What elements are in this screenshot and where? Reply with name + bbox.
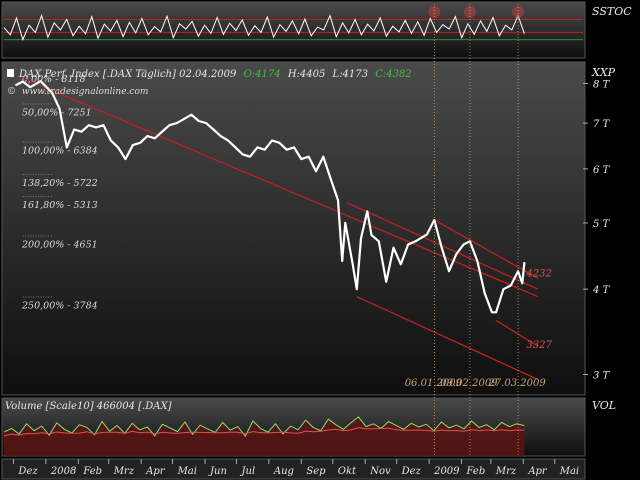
chart-title: DAX Perf. Index [.DAX Täglich] 02.04.200…	[18, 69, 237, 80]
ohlc-open: O:4174	[244, 69, 281, 80]
ohlc-close: C:4382	[375, 69, 411, 80]
fib-level-label: 161,80% - 5313	[22, 200, 98, 211]
svg-text:© www.tradesignalonlin: © www.tradesignalonline.com	[7, 87, 148, 97]
fib-dots: ............	[22, 98, 53, 107]
volume-axis-label: VOL	[592, 399, 616, 412]
x-tick-label: Mai	[177, 466, 197, 477]
fib-level-label: 100,00% - 6384	[22, 145, 98, 156]
price-series-line	[15, 80, 526, 314]
time-axis: Dez 2008 Feb Mrz Apr Mai Jun Jul Aug Sep Okt Nov Dez…	[1, 458, 586, 480]
y-tick-label: 4 T	[592, 285, 611, 296]
trend-line	[356, 296, 539, 381]
x-tick-label: Sep	[306, 466, 326, 477]
ohlc-low: L:4173	[332, 69, 368, 80]
sstoc-panel: SSTOC	[1, 1, 632, 59]
fib-level-label: 50,00% - 7251	[22, 108, 92, 119]
sstoc-axis-label: SSTOC	[592, 5, 632, 18]
volume-area	[4, 416, 525, 456]
date-marker-label: 27.03.2009	[487, 378, 546, 389]
price-axis-label: XXP	[591, 66, 616, 79]
x-tick-label: Dez	[17, 466, 38, 477]
y-tick-label: 6 T	[593, 165, 611, 176]
volume-panel: Volume [Scale10] 466004 [.DAX] VOL	[1, 397, 616, 457]
fib-dots: ............	[22, 229, 53, 238]
chart-header: DAX Perf. Index [.DAX Täglich] 02.04.200…	[7, 69, 412, 97]
sstoc-signal-dot	[428, 6, 441, 18]
copyright-icon: ©	[7, 87, 16, 97]
fib-dots: ............	[22, 135, 53, 144]
fib-dots: ............	[22, 190, 53, 199]
fib-level-label: 250,00% - 3784	[21, 301, 98, 312]
trend-line	[347, 202, 539, 290]
date-marker-label: 09.02.2009	[440, 378, 498, 389]
x-tick-label: Jul	[239, 466, 255, 477]
fib-level-label: 0,00% - 8118	[22, 74, 86, 85]
watermark-url: www.tradesignalonline.com	[22, 87, 149, 97]
x-tick-label: Mai	[559, 466, 579, 477]
trend-line	[22, 77, 539, 298]
trend-line	[434, 219, 539, 279]
x-tick-label: Mrz	[495, 466, 517, 477]
price-level-label: 4232	[525, 268, 551, 279]
sstoc-series-line	[3, 14, 525, 42]
x-tick-label: Okt	[338, 466, 357, 477]
price-y-axis: 3 T 4 T 5 T 6 T 7 T 8 T	[583, 79, 611, 382]
sstoc-plot	[3, 6, 583, 42]
price-plot: ............0,00% - 8118............50,0…	[15, 64, 552, 381]
x-tick-label: Mrz	[113, 466, 135, 477]
trend-line	[495, 319, 539, 347]
x-tick-label: Feb	[466, 466, 486, 477]
volume-line	[3, 416, 525, 438]
x-tick-label: Dez	[401, 466, 422, 477]
x-tick-label: Apr	[527, 466, 548, 477]
volume-title: Volume [Scale10] 466004 [.DAX]	[5, 401, 172, 412]
x-tick-label: Apr	[145, 466, 166, 477]
x-tick-label: Nov	[369, 466, 391, 477]
x-tick-label: 2008	[50, 466, 76, 477]
y-tick-label: 5 T	[593, 219, 611, 230]
x-tick-label: Jun	[208, 466, 227, 477]
y-tick-label: 8 T	[593, 79, 611, 90]
instrument-swatch-icon	[7, 69, 14, 77]
volume-plot	[3, 416, 525, 456]
x-tick-label: 2009	[433, 466, 460, 477]
volume-average-line	[3, 427, 525, 437]
price-level-label: 3327	[526, 340, 552, 351]
sstoc-signal-dot	[463, 6, 476, 18]
x-tick-label: Aug	[273, 466, 294, 477]
y-tick-label: 7 T	[593, 119, 611, 130]
svg-text:DAX Perf. Index [.DAX Täglich: DAX Perf. Index [.DAX Täglich] 02.04.200…	[18, 69, 412, 80]
y-tick-label: 3 T	[593, 371, 611, 382]
fib-dots: ............	[22, 291, 53, 300]
fib-level-label: 138,20% - 5722	[22, 178, 98, 189]
price-panel: ............0,00% - 8118............50,0…	[1, 61, 616, 396]
date-marker-label: 06.01.2009	[405, 378, 463, 389]
fib-dots: ............	[22, 168, 53, 177]
time-axis-ticks: Dez 2008 Feb Mrz Apr Mai Jun Jul Aug Sep Okt Nov Dez…	[12, 459, 579, 477]
x-tick-label: Feb	[82, 466, 102, 477]
fib-dots: ............	[22, 64, 53, 73]
ohlc-high: H:4405	[287, 69, 326, 80]
sstoc-signal-dot	[512, 6, 525, 18]
fib-level-label: 200,00% - 4651	[21, 239, 98, 250]
